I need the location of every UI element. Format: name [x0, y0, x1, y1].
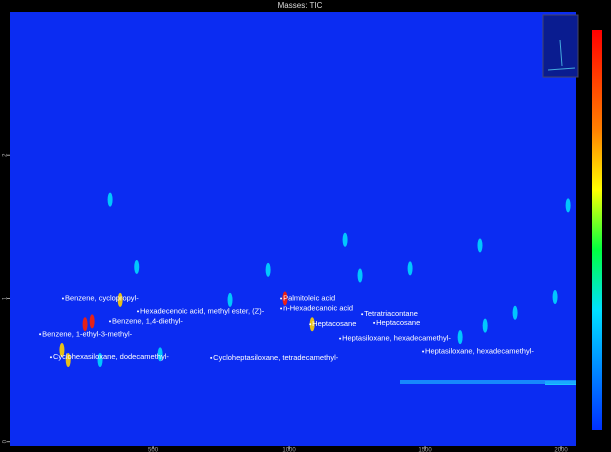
- x-tick-label: 500: [148, 448, 159, 452]
- annotation-point: [39, 333, 42, 336]
- peak: [512, 305, 518, 320]
- peak: [65, 353, 71, 368]
- peak: [107, 192, 113, 207]
- annotation: n-Hexadecanoic acid: [283, 303, 353, 312]
- annotation: Cyclohexasiloxane, dodecamethyl-: [53, 352, 169, 361]
- overview-inset: [542, 14, 579, 78]
- annotation: Heptacosane: [376, 318, 420, 327]
- y-tick-label: 2: [3, 153, 9, 157]
- annotation: Benzene, cyclopropyl-: [65, 293, 139, 302]
- peak: [407, 261, 413, 276]
- annotation-point: [373, 321, 376, 324]
- peak: [342, 232, 348, 247]
- x-tick-label: 1500: [418, 448, 432, 452]
- annotation-point: [108, 320, 111, 323]
- annotation-point: [309, 323, 312, 326]
- annotation-point: [137, 310, 140, 313]
- y-tick-label: 1: [3, 296, 9, 300]
- x-tick-label: 2000: [554, 448, 568, 452]
- peak: [82, 317, 88, 332]
- annotation-point: [61, 297, 64, 300]
- column-bleed: [400, 380, 576, 384]
- annotation-point: [49, 356, 52, 359]
- annotation: Tetratriacontane: [364, 309, 418, 318]
- peak: [89, 314, 95, 329]
- annotation-point: [361, 313, 364, 316]
- annotation: Hexadecenoic acid, methyl ester, (Z)-: [140, 306, 265, 315]
- peak: [157, 347, 163, 362]
- annotation-point: [339, 337, 342, 340]
- peak: [227, 292, 233, 307]
- peak: [97, 353, 103, 368]
- peak: [482, 318, 488, 333]
- peak: [117, 292, 123, 307]
- overview-trace: [547, 39, 576, 71]
- annotation: Heptasiloxane, hexadecamethyl-: [342, 334, 451, 343]
- peak: [457, 330, 463, 345]
- y-tick-label: 0: [3, 439, 9, 443]
- peak: [565, 198, 571, 213]
- peak: [309, 317, 315, 332]
- peak: [282, 291, 288, 306]
- annotation: Heptasiloxane, hexadecamethyl-: [425, 346, 534, 355]
- peak: [357, 268, 363, 283]
- peak: [134, 259, 140, 274]
- peak: [59, 343, 65, 358]
- annotation-point: [422, 350, 425, 353]
- annotation-point: [280, 307, 283, 310]
- peak: [265, 262, 271, 277]
- peak: [552, 290, 558, 305]
- plot-area: [10, 12, 576, 446]
- annotation: Benzene, 1,4-diethyl-: [112, 316, 183, 325]
- x-tick-label: 1000: [282, 448, 296, 452]
- annotation-point: [210, 356, 213, 359]
- peak: [477, 238, 483, 253]
- annotation: Heptacosane: [312, 319, 356, 328]
- annotation: Benzene, 1-ethyl-3-methyl-: [42, 329, 133, 338]
- annotation: Palmitoleic acid: [283, 293, 335, 302]
- annotation: Cycloheptasiloxane, tetradecamethyl-: [213, 353, 339, 362]
- chart-title: Masses: TIC: [278, 1, 323, 10]
- color-bar: [592, 30, 602, 430]
- annotation-point: [280, 297, 283, 300]
